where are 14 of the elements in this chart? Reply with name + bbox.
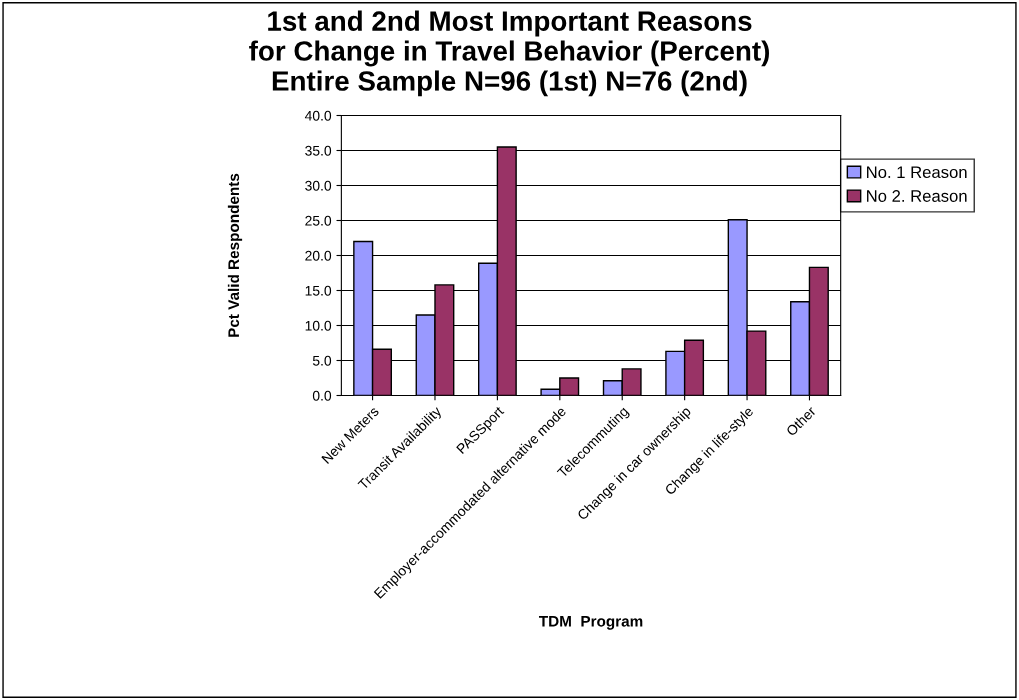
chart-title: 1st and 2nd Most Important Reasons for Change in Travel Behavior (Percent) Entire Sample N=96 (1st) N=76 (2nd) xyxy=(249,10,770,97)
y-tick-label: 40.0 xyxy=(304,110,332,121)
legend-label: No 2. Reason xyxy=(867,190,967,202)
legend-label: No. 1 Reason xyxy=(867,166,967,179)
y-tick-label: 25.0 xyxy=(305,215,332,226)
y-tick-label: 20.0 xyxy=(305,250,332,261)
y-tick-label: 0.0 xyxy=(312,390,332,401)
y-axis-title: Pct Valid Respondents xyxy=(227,173,243,337)
y-tick-label: 15.0 xyxy=(305,285,332,296)
y-tick-label: 35.0 xyxy=(305,145,332,156)
y-tick-label: 10.0 xyxy=(305,320,332,331)
y-tick-label: 5.0 xyxy=(312,355,332,366)
x-axis-title: TDM Program xyxy=(538,615,643,630)
y-tick-label: 30.0 xyxy=(305,180,332,191)
